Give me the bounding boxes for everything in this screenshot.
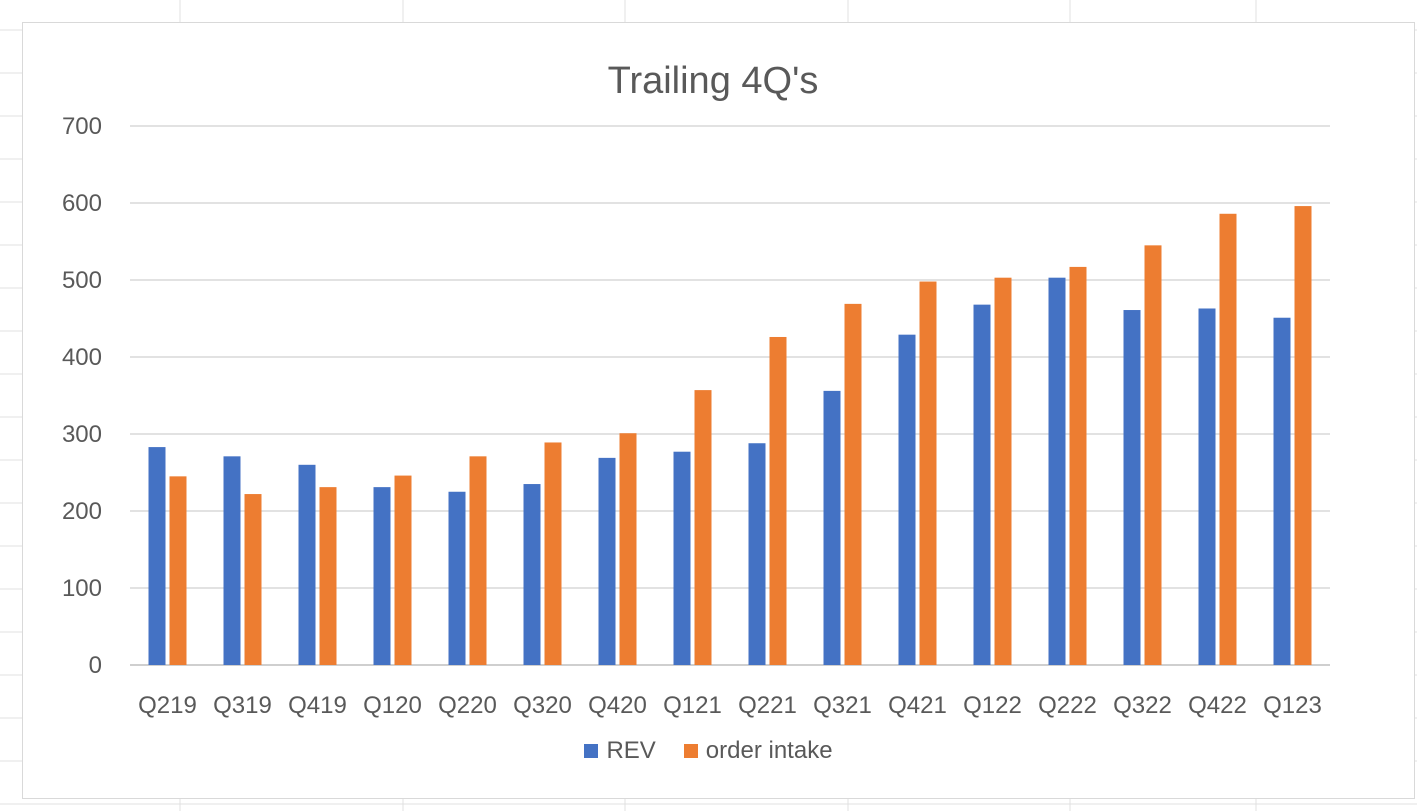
bar-order-intake-q222[interactable] bbox=[1069, 266, 1087, 665]
bar-order-intake-q320[interactable] bbox=[544, 442, 562, 665]
y-tick-label: 400 bbox=[62, 344, 102, 371]
bar-rev-q321[interactable] bbox=[823, 390, 841, 665]
bar-order-intake-q322[interactable] bbox=[1144, 245, 1162, 665]
x-tick-label: Q221 bbox=[738, 692, 797, 719]
legend-swatch-order-intake bbox=[683, 744, 698, 758]
x-tick-label: Q420 bbox=[588, 692, 647, 719]
x-tick-label: Q222 bbox=[1038, 692, 1097, 719]
bar-rev-q221[interactable] bbox=[748, 443, 766, 665]
bar-rev-q422[interactable] bbox=[1198, 308, 1216, 665]
legend-label-rev: REV bbox=[606, 737, 656, 764]
bar-rev-q320[interactable] bbox=[523, 484, 541, 665]
x-tick-label: Q219 bbox=[138, 692, 197, 719]
bar-rev-q222[interactable] bbox=[1048, 277, 1066, 665]
x-tick-label: Q419 bbox=[288, 692, 347, 719]
y-tick-label: 0 bbox=[89, 652, 102, 679]
x-tick-label: Q121 bbox=[663, 692, 722, 719]
bar-order-intake-q319[interactable] bbox=[244, 494, 262, 665]
x-tick-label: Q122 bbox=[963, 692, 1022, 719]
y-tick-label: 700 bbox=[62, 113, 102, 140]
x-tick-label: Q422 bbox=[1188, 692, 1247, 719]
bar-rev-q123[interactable] bbox=[1273, 317, 1291, 665]
legend: REV order intake bbox=[0, 733, 1417, 769]
bar-rev-q121[interactable] bbox=[673, 451, 691, 665]
bar-rev-q122[interactable] bbox=[973, 304, 991, 665]
legend-label-order-intake: order intake bbox=[705, 737, 833, 764]
bar-rev-q120[interactable] bbox=[373, 487, 391, 665]
bar-order-intake-q419[interactable] bbox=[319, 487, 337, 665]
bar-order-intake-q421[interactable] bbox=[919, 281, 937, 665]
x-tick-label: Q319 bbox=[213, 692, 272, 719]
bar-rev-q219[interactable] bbox=[148, 447, 166, 665]
y-tick-label: 600 bbox=[62, 190, 102, 217]
bar-order-intake-q219[interactable] bbox=[169, 476, 187, 665]
legend-item-order-intake: order intake bbox=[683, 737, 833, 765]
bar-order-intake-q122[interactable] bbox=[994, 277, 1012, 665]
chart-area[interactable] bbox=[22, 22, 1415, 799]
bar-rev-q322[interactable] bbox=[1123, 310, 1141, 665]
x-tick-label: Q322 bbox=[1113, 692, 1172, 719]
x-axis-tick-labels: Q219 Q319 Q419 Q120 Q220 Q320 Q420 Q121 Q221 Q321… bbox=[138, 692, 1322, 719]
x-tick-label: Q320 bbox=[513, 692, 572, 719]
bar-order-intake-q422[interactable] bbox=[1219, 213, 1237, 665]
bar-rev-q419[interactable] bbox=[298, 464, 316, 665]
bar-order-intake-q420[interactable] bbox=[619, 433, 637, 665]
x-tick-label: Q120 bbox=[363, 692, 422, 719]
bar-order-intake-q121[interactable] bbox=[694, 390, 712, 665]
chart-title: Trailing 4Q's bbox=[608, 60, 819, 102]
bar-rev-q220[interactable] bbox=[448, 491, 466, 665]
bar-rev-q319[interactable] bbox=[223, 456, 241, 665]
legend-swatch-rev bbox=[584, 744, 599, 758]
x-tick-label: Q123 bbox=[1263, 692, 1322, 719]
x-tick-label: Q220 bbox=[438, 692, 497, 719]
y-axis-tick-labels: 0 100 200 300 400 500 600 700 bbox=[62, 113, 102, 679]
bar-order-intake-q120[interactable] bbox=[394, 475, 412, 665]
bar-order-intake-q123[interactable] bbox=[1294, 206, 1312, 665]
x-tick-label: Q321 bbox=[813, 692, 872, 719]
bar-order-intake-q221[interactable] bbox=[769, 336, 787, 665]
bar-order-intake-q321[interactable] bbox=[844, 303, 862, 665]
legend-item-rev: REV bbox=[584, 737, 656, 765]
y-tick-label: 100 bbox=[62, 575, 102, 602]
x-tick-label: Q421 bbox=[888, 692, 947, 719]
y-tick-label: 500 bbox=[62, 267, 102, 294]
bars bbox=[148, 206, 1312, 665]
bar-rev-q421[interactable] bbox=[898, 334, 916, 665]
y-tick-label: 200 bbox=[62, 498, 102, 525]
bar-rev-q420[interactable] bbox=[598, 457, 616, 665]
y-tick-label: 300 bbox=[62, 421, 102, 448]
bar-order-intake-q220[interactable] bbox=[469, 456, 487, 665]
